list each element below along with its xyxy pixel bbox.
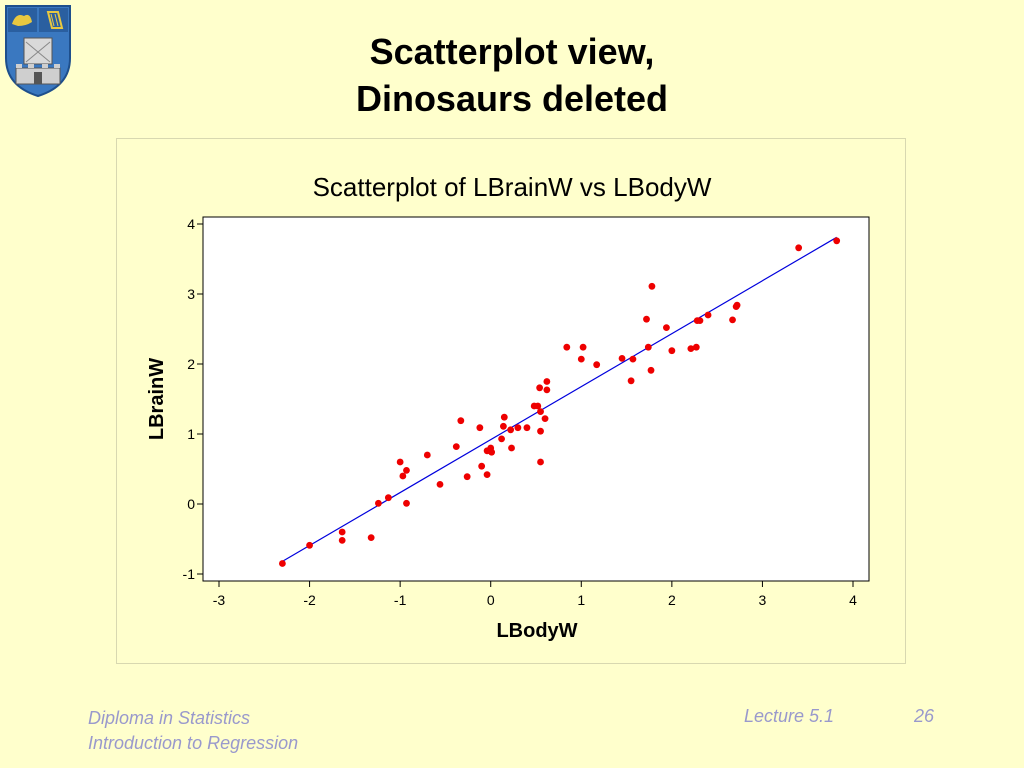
data-point bbox=[514, 424, 522, 432]
data-point bbox=[629, 355, 637, 363]
data-point bbox=[618, 355, 626, 362]
plot-area bbox=[202, 216, 870, 582]
data-point bbox=[543, 378, 551, 385]
data-point bbox=[729, 316, 736, 324]
data-point bbox=[476, 424, 484, 432]
data-point bbox=[644, 343, 652, 351]
data-point bbox=[577, 355, 585, 363]
data-point bbox=[403, 499, 410, 507]
chart-title: Scatterplot of LBrainW vs LBodyW bbox=[313, 172, 712, 202]
footer-module: Introduction to Regression bbox=[88, 733, 299, 753]
data-point bbox=[593, 361, 601, 369]
data-point bbox=[563, 343, 571, 351]
data-point bbox=[579, 343, 587, 351]
data-point bbox=[537, 408, 544, 415]
university-crest-logo bbox=[5, 5, 71, 98]
y-tick-label: 4 bbox=[187, 216, 195, 232]
data-points bbox=[279, 237, 841, 567]
x-tick-label: 3 bbox=[759, 592, 767, 608]
data-point bbox=[498, 435, 505, 443]
data-point bbox=[499, 422, 507, 430]
data-point bbox=[692, 343, 700, 351]
data-point bbox=[543, 386, 551, 394]
data-point bbox=[643, 315, 650, 323]
y-tick-label: -1 bbox=[183, 566, 196, 582]
y-tick-label: 0 bbox=[187, 496, 195, 512]
chart-frame: Scatterplot of LBrainW vs LBodyW -3 -2 -1 0… bbox=[116, 138, 906, 664]
data-point bbox=[279, 560, 286, 567]
footer-course: Diploma in Statistics bbox=[88, 708, 251, 728]
data-point bbox=[338, 528, 346, 536]
x-tick-label: 2 bbox=[668, 592, 676, 608]
data-point bbox=[488, 448, 496, 456]
data-point bbox=[423, 451, 431, 459]
y-tick-label: 2 bbox=[187, 356, 195, 372]
data-point bbox=[833, 237, 841, 245]
data-point bbox=[500, 413, 508, 421]
data-point bbox=[541, 415, 549, 422]
data-point bbox=[306, 541, 313, 549]
data-point bbox=[687, 345, 695, 352]
data-point bbox=[537, 427, 544, 435]
slide-title: Scatterplot view, Dinosaurs deleted bbox=[0, 28, 1024, 122]
data-point bbox=[463, 473, 471, 481]
slide-title-line-2: Dinosaurs deleted bbox=[355, 78, 669, 119]
data-point bbox=[733, 301, 741, 309]
x-axis-label: LBodyW bbox=[496, 620, 577, 642]
data-point bbox=[396, 458, 404, 466]
y-axis-label: LBrainW bbox=[146, 358, 168, 440]
data-point bbox=[663, 324, 670, 331]
data-point bbox=[648, 282, 656, 290]
data-point bbox=[338, 537, 346, 544]
x-tick-label: -1 bbox=[394, 592, 407, 608]
data-point bbox=[668, 347, 676, 355]
data-point bbox=[507, 426, 515, 434]
footer-page-number: 26 bbox=[914, 706, 935, 726]
footer-lecture: Lecture 5.1 bbox=[744, 706, 835, 726]
data-point bbox=[523, 424, 531, 432]
data-point bbox=[478, 462, 486, 470]
data-point bbox=[483, 471, 491, 478]
data-point bbox=[403, 467, 410, 474]
data-point bbox=[367, 534, 375, 541]
data-point bbox=[384, 494, 392, 502]
x-tick-label: -3 bbox=[213, 592, 226, 608]
data-point bbox=[647, 366, 655, 374]
x-tick-label: -2 bbox=[303, 592, 316, 608]
data-point bbox=[537, 458, 544, 466]
data-point bbox=[457, 417, 465, 425]
data-point bbox=[534, 402, 542, 410]
fit-line-layer bbox=[282, 236, 837, 562]
data-point bbox=[795, 244, 803, 252]
footer-course-info: Diploma in Statistics Introduction to Re… bbox=[88, 706, 298, 756]
data-point bbox=[452, 443, 460, 450]
regression-fit-line bbox=[282, 236, 837, 562]
x-tick-label: 4 bbox=[849, 592, 857, 608]
data-point bbox=[704, 311, 712, 319]
x-tick-label: 1 bbox=[577, 592, 585, 608]
scatterplot-chart: Scatterplot of LBrainW vs LBodyW -3 -2 -1 0… bbox=[146, 172, 870, 642]
data-point bbox=[696, 317, 704, 324]
data-point bbox=[536, 384, 544, 392]
y-tick-label: 1 bbox=[187, 426, 195, 442]
slide-title-line-1: Scatterplot view, bbox=[369, 31, 655, 72]
data-point bbox=[627, 377, 635, 385]
y-tick-label: 3 bbox=[187, 286, 195, 302]
x-axis-ticks: -3 -2 -1 0 1 2 3 4 bbox=[213, 581, 857, 608]
data-point bbox=[399, 472, 407, 480]
data-point bbox=[375, 499, 382, 507]
y-axis-ticks: -1 0 1 2 3 4 bbox=[183, 216, 203, 582]
data-point bbox=[508, 444, 515, 452]
data-point bbox=[436, 481, 444, 488]
x-tick-label: 0 bbox=[487, 592, 495, 608]
